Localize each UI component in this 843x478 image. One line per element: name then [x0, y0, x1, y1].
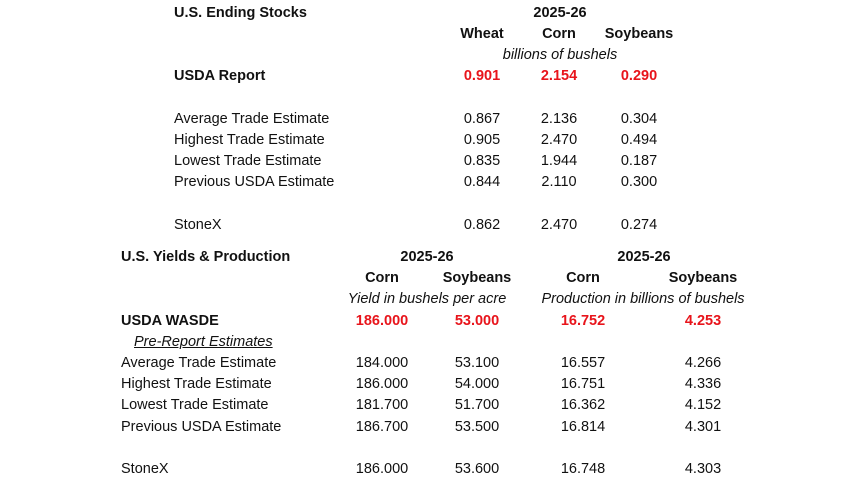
value-production-soybeans: 4.266: [684, 355, 722, 371]
col-header-soybeans: Soybeans: [604, 26, 674, 42]
value-production-soybeans: 4.301: [684, 419, 722, 435]
pre-report-subheading: Pre-Report Estimates: [134, 334, 273, 350]
col-header-wheat: Wheat: [460, 26, 504, 42]
value-soybeans: 0.304: [620, 111, 658, 127]
value-wheat: 0.862: [463, 217, 501, 233]
col-header-yield-soybeans: Soybeans: [442, 270, 512, 286]
value-production-soybeans: 4.253: [684, 313, 722, 329]
row-label: Lowest Trade Estimate: [174, 153, 322, 169]
row-label: Highest Trade Estimate: [121, 376, 272, 392]
row-label: Average Trade Estimate: [121, 355, 277, 371]
value-yield-soybeans: 53.000: [454, 313, 500, 329]
value-yield-corn: 186.000: [355, 461, 409, 477]
value-yield-corn: 181.700: [355, 397, 409, 413]
value-corn: 2.136: [540, 111, 578, 127]
value-yield-corn: 186.000: [355, 376, 409, 392]
value-wheat: 0.901: [463, 68, 501, 84]
value-production-corn: 16.557: [560, 355, 606, 371]
value-corn: 2.110: [541, 174, 577, 190]
value-yield-soybeans: 54.000: [454, 376, 500, 392]
row-label: StoneX: [174, 217, 222, 233]
row-label: USDA WASDE: [121, 313, 219, 329]
value-corn: 2.154: [540, 68, 578, 84]
value-yield-corn: 186.700: [355, 419, 409, 435]
col-header-production-soybeans: Soybeans: [668, 270, 738, 286]
value-soybeans: 0.274: [620, 217, 658, 233]
value-production-soybeans: 4.152: [684, 397, 722, 413]
production-units: Production in billions of bushels: [541, 291, 745, 307]
production-year: 2025-26: [617, 249, 671, 265]
row-label: USDA Report: [174, 68, 266, 84]
row-label: Previous USDA Estimate: [121, 419, 282, 435]
yields-production-title: U.S. Yields & Production: [121, 249, 291, 265]
value-production-soybeans: 4.336: [684, 376, 722, 392]
col-header-corn: Corn: [542, 26, 576, 42]
ending-stocks-title: U.S. Ending Stocks: [174, 5, 307, 21]
value-corn: 1.944: [540, 153, 578, 169]
yield-units: Yield in bushels per acre: [347, 291, 507, 307]
ending-stocks-units: billions of bushels: [502, 47, 618, 63]
row-label: Lowest Trade Estimate: [121, 397, 269, 413]
value-yield-corn: 184.000: [355, 355, 409, 371]
value-yield-soybeans: 53.600: [454, 461, 500, 477]
row-label: Previous USDA Estimate: [174, 174, 335, 190]
value-yield-soybeans: 53.100: [454, 355, 500, 371]
value-production-corn: 16.362: [560, 397, 606, 413]
value-corn: 2.470: [540, 217, 578, 233]
row-label: Highest Trade Estimate: [174, 132, 325, 148]
col-header-yield-corn: Corn: [365, 270, 399, 286]
value-yield-soybeans: 51.700: [454, 397, 500, 413]
value-production-corn: 16.752: [560, 313, 606, 329]
ending-stocks-year: 2025-26: [533, 5, 587, 21]
value-production-soybeans: 4.303: [684, 461, 722, 477]
value-soybeans: 0.494: [620, 132, 658, 148]
value-soybeans: 0.187: [620, 153, 658, 169]
value-production-corn: 16.751: [560, 376, 606, 392]
yield-year: 2025-26: [400, 249, 454, 265]
value-production-corn: 16.814: [560, 419, 606, 435]
value-wheat: 0.905: [463, 132, 501, 148]
value-soybeans: 0.300: [620, 174, 658, 190]
value-yield-soybeans: 53.500: [454, 419, 500, 435]
value-yield-corn: 186.000: [355, 313, 409, 329]
value-wheat: 0.867: [463, 111, 501, 127]
value-wheat: 0.835: [463, 153, 501, 169]
value-wheat: 0.844: [463, 174, 501, 190]
row-label: StoneX: [121, 461, 169, 477]
value-production-corn: 16.748: [560, 461, 606, 477]
row-label: Average Trade Estimate: [174, 111, 330, 127]
col-header-production-corn: Corn: [566, 270, 600, 286]
value-soybeans: 0.290: [620, 68, 658, 84]
value-corn: 2.470: [540, 132, 578, 148]
